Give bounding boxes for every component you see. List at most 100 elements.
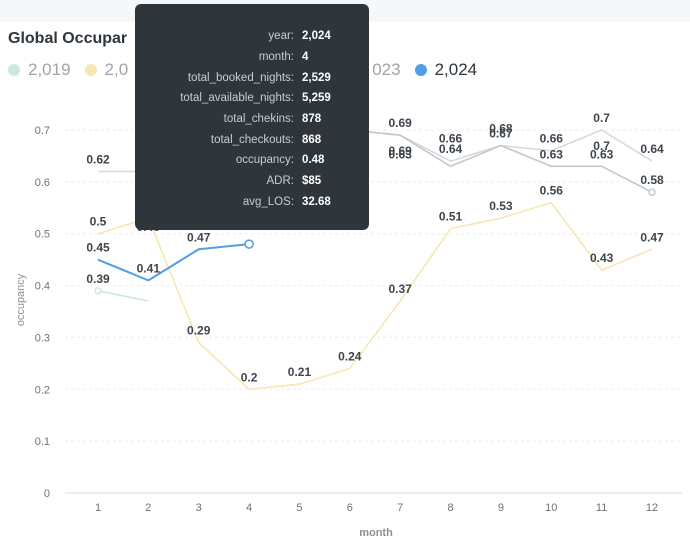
- data-label: 0.45: [86, 241, 110, 255]
- tooltip-value: 868: [302, 133, 322, 146]
- data-label: 0.47: [640, 230, 664, 244]
- data-label: 0.69: [389, 144, 413, 158]
- tooltip-value: 878: [302, 113, 322, 126]
- y-axis-label: occupancy: [15, 273, 27, 326]
- data-label: 0.21: [288, 365, 312, 379]
- tooltip-table: year: 2,024 month: 4 total_booked_nights: 2…: [135, 26, 331, 212]
- legend-dot-icon: [8, 64, 20, 76]
- tooltip-key: ADR:: [266, 175, 294, 188]
- tooltip-value: 5,259: [302, 92, 331, 105]
- data-label: 0.39: [86, 272, 110, 286]
- data-label: 0.63: [389, 147, 413, 161]
- x-tick-label: 8: [447, 502, 453, 514]
- legend-dot-icon: [84, 64, 97, 76]
- tooltip: year: 2,024 month: 4 total_booked_nights: 2…: [135, 4, 369, 230]
- y-tick-label: 0.2: [35, 384, 50, 396]
- data-label: 0.29: [187, 324, 211, 338]
- data-label: 0.24: [338, 350, 362, 364]
- tooltip-key: avg_LOS:: [242, 195, 294, 208]
- y-tick-label: 0.6: [35, 177, 50, 189]
- tooltip-row: total_chekins: 878: [135, 109, 331, 130]
- tooltip-row: ADR: $85: [135, 171, 331, 192]
- tooltip-value: 4: [302, 51, 309, 64]
- legend: 2,019 2,0 023 2,024: [8, 60, 477, 80]
- data-label: 0.63: [540, 147, 564, 161]
- y-tick-label: 0: [44, 488, 50, 500]
- tooltip-key: year:: [268, 30, 294, 43]
- legend-item-2023[interactable]: 023: [372, 60, 400, 80]
- series-line: [97, 289, 149, 302]
- legend-item-2024[interactable]: 2,024: [414, 60, 478, 80]
- data-label: 0.58: [640, 173, 664, 187]
- tooltip-row: year: 2,024: [135, 26, 331, 47]
- y-tick-label: 0.4: [35, 281, 50, 293]
- legend-item-2019[interactable]: 2,019: [8, 60, 71, 80]
- y-tick-label: 0.1: [35, 436, 50, 448]
- x-tick-label: 6: [347, 502, 353, 514]
- series-line: [349, 129, 653, 193]
- data-label: 0.64: [439, 142, 463, 156]
- tooltip-value: $85: [302, 175, 322, 188]
- y-tick-label: 0.5: [35, 229, 50, 241]
- tooltip-value: 2,024: [302, 30, 331, 43]
- data-label: 0.2: [241, 370, 258, 384]
- series-point: [648, 188, 656, 196]
- data-label: 0.47: [187, 230, 211, 244]
- data-label: 0.56: [540, 184, 564, 198]
- legend-label: 2,0: [104, 60, 129, 79]
- data-label: 0.5: [90, 215, 107, 229]
- x-tick-label: 1: [95, 502, 101, 514]
- tooltip-key: total_booked_nights:: [187, 71, 294, 84]
- tooltip-key: month:: [258, 51, 294, 64]
- series-point: [94, 287, 102, 295]
- legend-label: 2,019: [28, 60, 71, 79]
- x-tick-label: 11: [596, 502, 607, 514]
- data-label: 0.43: [590, 251, 614, 265]
- tooltip-row: avg_LOS: 32.68: [135, 192, 331, 213]
- data-label: 0.69: [389, 116, 413, 130]
- data-label: 0.7: [593, 139, 610, 153]
- tooltip-row: month: 4: [135, 47, 331, 68]
- tooltip-key: occupancy:: [235, 154, 294, 167]
- data-label: 0.63: [590, 147, 614, 161]
- data-label: 0.51: [439, 210, 463, 224]
- data-label: 0.62: [86, 152, 110, 166]
- x-axis-label: month: [359, 527, 393, 539]
- x-tick-label: 5: [296, 502, 302, 514]
- tooltip-key: total_chekins:: [223, 113, 294, 126]
- data-label: 0.66: [540, 132, 564, 146]
- x-tick-label: 2: [145, 502, 151, 514]
- chart-title: Global Occupar: [8, 30, 128, 47]
- x-tick-label: 7: [397, 502, 403, 514]
- x-tick-label: 3: [196, 502, 202, 514]
- legend-dot-icon: [414, 64, 427, 76]
- tooltip-value: 0.48: [302, 154, 325, 167]
- x-tick-label: 9: [498, 502, 504, 514]
- data-label: 0.64: [640, 142, 664, 156]
- data-label: 0.67: [489, 127, 513, 141]
- y-tick-label: 0.7: [35, 125, 50, 137]
- data-label: 0.7: [593, 111, 610, 125]
- highlight-point: [244, 239, 254, 249]
- legend-label: 2,024: [434, 60, 478, 79]
- x-tick-label: 12: [646, 502, 658, 514]
- tooltip-value: 32.68: [302, 195, 331, 208]
- series-line: [97, 243, 250, 282]
- legend-item-2020[interactable]: 2,0: [84, 60, 129, 80]
- y-tick-label: 0.3: [35, 332, 50, 344]
- data-label: 0.41: [137, 261, 161, 275]
- tooltip-row: total_checkouts: 868: [135, 129, 331, 150]
- data-label: 0.37: [389, 282, 413, 296]
- data-label: 0.66: [439, 132, 463, 146]
- legend-label: 023: [372, 60, 401, 79]
- tooltip-key: total_available_nights:: [180, 92, 294, 105]
- x-tick-label: 4: [246, 502, 252, 514]
- x-tick-label: 10: [545, 502, 557, 514]
- tooltip-row: total_booked_nights: 2,529: [135, 67, 331, 88]
- tooltip-key: total_checkouts:: [210, 133, 294, 146]
- data-label: 0.53: [489, 199, 513, 213]
- tooltip-row: occupancy: 0.48: [135, 150, 331, 171]
- tooltip-value: 2,529: [302, 71, 331, 84]
- series-line: [97, 201, 653, 391]
